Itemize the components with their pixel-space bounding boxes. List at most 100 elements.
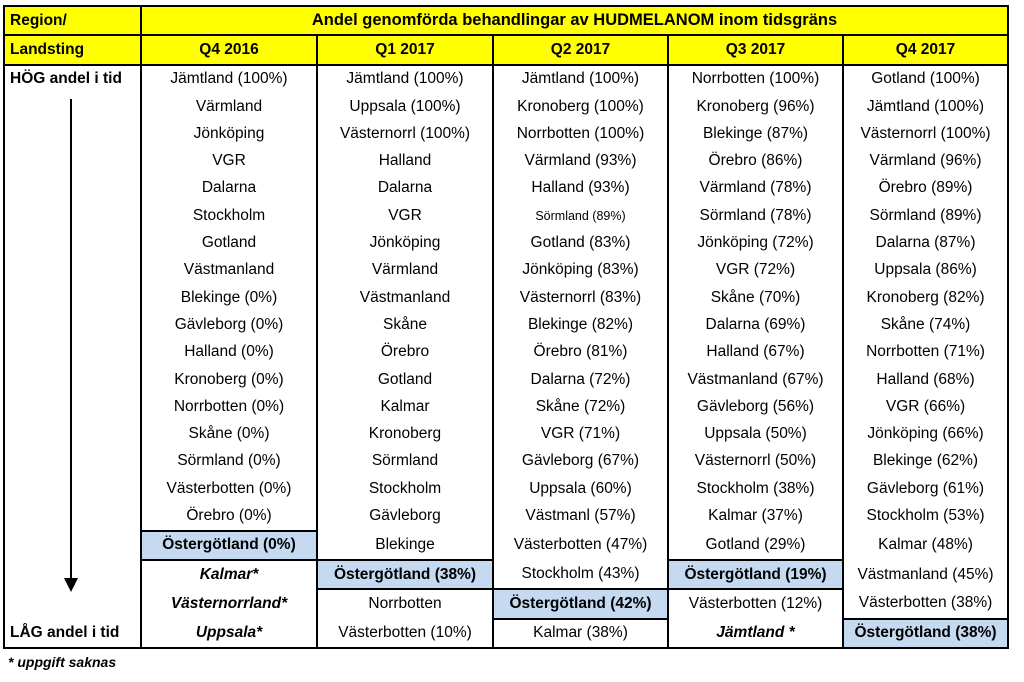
table-row: Sörmland (0%) Sörmland Gävleborg (67%) Väst…	[3, 447, 1010, 476]
side-cell	[3, 502, 142, 531]
region-cell: Stockholm (38%)	[667, 475, 844, 503]
region-cell: Halland (68%)	[841, 365, 1010, 394]
table-row: VGR Halland Värmland (93%) Örebro (86%) Värm…	[3, 147, 1010, 175]
region-cell: Jönköping (66%)	[841, 420, 1010, 448]
region-cell: Västerbotten (12%)	[667, 589, 844, 619]
table-row: LÅG andel i tid Uppsala* Västerbotten (10%…	[3, 617, 1010, 649]
region-cell: Uppsala*	[140, 618, 318, 649]
table-row: HÖG andel i tid Jämtland (100%) Jämtland (…	[3, 64, 1010, 93]
region-cell: Blekinge (82%)	[492, 311, 669, 339]
table-row: Stockholm VGR Sörmland (89%) Sörmland (78%)…	[3, 202, 1010, 230]
quarter-header: Q4 2016	[140, 34, 318, 66]
region-cell: VGR (66%)	[841, 393, 1010, 421]
region-cell: Sörmland (78%)	[667, 202, 844, 230]
arrow-head-icon	[64, 578, 78, 592]
side-cell	[3, 283, 142, 312]
region-cell: Kalmar	[316, 393, 494, 421]
region-cell: Kalmar (37%)	[667, 502, 844, 531]
region-cell: Skåne	[316, 311, 494, 339]
region-cell: Värmland (78%)	[667, 174, 844, 203]
region-cell: Stockholm (43%)	[492, 559, 669, 590]
region-cell: Dalarna (87%)	[841, 229, 1010, 257]
highlighted-region-cell: Östergötland (38%)	[841, 617, 1010, 649]
region-cell: Skåne (74%)	[841, 311, 1010, 339]
region-cell: Värmland (93%)	[492, 147, 669, 175]
table-row: Skåne (0%) Kronoberg VGR (71%) Uppsala (50%…	[3, 420, 1010, 448]
region-cell: Gotland (100%)	[841, 64, 1010, 93]
highlighted-region-cell: Östergötland (0%)	[140, 529, 318, 561]
table-row: Jönköping Västernorrl (100%) Norrbotten (1…	[3, 120, 1010, 148]
region-cell: Kronoberg (0%)	[140, 365, 318, 394]
region-cell: Blekinge (87%)	[667, 120, 844, 148]
region-cell: Västerbotten (10%)	[316, 618, 494, 649]
side-cell	[3, 338, 142, 366]
region-cell: Jönköping (83%)	[492, 256, 669, 284]
region-cell: Halland (0%)	[140, 338, 318, 366]
region-cell: Örebro (81%)	[492, 338, 669, 366]
side-cell	[3, 589, 142, 619]
region-cell: Blekinge (62%)	[841, 447, 1010, 476]
region-cell: VGR	[140, 147, 318, 175]
side-cell	[3, 202, 142, 230]
region-cell: Halland (93%)	[492, 174, 669, 203]
region-cell: Skåne (72%)	[492, 393, 669, 421]
region-cell: Skåne (0%)	[140, 420, 318, 448]
region-cell: Uppsala (100%)	[316, 92, 494, 121]
region-cell: Uppsala (60%)	[492, 475, 669, 503]
table-row: Gotland Jönköping Gotland (83%) Jönköping (…	[3, 229, 1010, 257]
region-cell: Gävleborg (61%)	[841, 475, 1010, 503]
side-cell	[3, 475, 142, 503]
region-cell: Gotland	[316, 365, 494, 394]
region-cell: Uppsala (50%)	[667, 420, 844, 448]
table-row: Norrbotten (0%) Kalmar Skåne (72%) Gävlebor…	[3, 393, 1010, 421]
table-row: Östergötland (0%) Blekinge Västerbotten (4…	[3, 529, 1010, 561]
table-row: Örebro (0%) Gävleborg Västmanl (57%) Kalmar…	[3, 502, 1010, 531]
region-cell: Skåne (70%)	[667, 283, 844, 312]
region-cell: Västernorrl (100%)	[841, 120, 1010, 148]
region-cell: Jönköping (72%)	[667, 229, 844, 257]
region-cell: Sörmland (0%)	[140, 447, 318, 476]
region-cell: VGR (72%)	[667, 256, 844, 284]
region-cell: Dalarna (72%)	[492, 365, 669, 394]
region-cell: Jämtland (100%)	[492, 64, 669, 93]
region-cell: Västernorrland*	[140, 589, 318, 619]
table-row: Halland (0%) Örebro Örebro (81%) Halland (6…	[3, 338, 1010, 366]
side-cell	[3, 365, 142, 394]
high-share-label: HÖG andel i tid	[3, 64, 142, 93]
table-row: Värmland Uppsala (100%) Kronoberg (100%) Kr…	[3, 92, 1010, 121]
side-cell	[3, 147, 142, 175]
region-cell: Norrbotten (100%)	[492, 120, 669, 148]
region-cell: Jönköping	[316, 229, 494, 257]
region-cell: Värmland (96%)	[841, 147, 1010, 175]
quarter-header: Q4 2017	[841, 34, 1010, 66]
region-cell: Jämtland *	[667, 618, 844, 649]
side-cell	[3, 120, 142, 148]
region-cell: Värmland	[316, 256, 494, 284]
quarter-header: Q1 2017	[316, 34, 494, 66]
region-cell: Gotland	[140, 229, 318, 257]
region-cell: VGR (71%)	[492, 420, 669, 448]
region-cell: Kronoberg (96%)	[667, 92, 844, 121]
down-arrow-icon	[70, 99, 72, 580]
region-cell: VGR	[316, 202, 494, 230]
region-cell: Sörmland (89%)	[841, 202, 1010, 230]
region-cell: Jämtland (100%)	[316, 64, 494, 93]
region-cell: Örebro (86%)	[667, 147, 844, 175]
region-cell: Halland	[316, 147, 494, 175]
highlighted-region-cell: Östergötland (19%)	[667, 558, 844, 591]
side-cell	[3, 393, 142, 421]
footnote: * uppgift saknas	[8, 654, 117, 670]
region-cell: Uppsala (86%)	[841, 256, 1010, 284]
region-cell: Gävleborg (56%)	[667, 393, 844, 421]
region-cell: Örebro	[316, 338, 494, 366]
region-cell: Västmanl (57%)	[492, 502, 669, 531]
table-row: Västmanland Värmland Jönköping (83%) VGR (7…	[3, 256, 1010, 284]
side-cell	[3, 447, 142, 476]
region-cell: Gävleborg	[316, 502, 494, 531]
table-title: Andel genomförda behandlingar av HUDMELA…	[139, 4, 1010, 37]
highlighted-region-cell: Östergötland (42%)	[492, 588, 669, 620]
quarter-header: Q2 2017	[492, 34, 669, 66]
region-cell: Västernorrl (83%)	[492, 283, 669, 312]
region-cell: Västerbotten (38%)	[841, 589, 1010, 619]
region-cell: Norrbotten (71%)	[841, 338, 1010, 366]
